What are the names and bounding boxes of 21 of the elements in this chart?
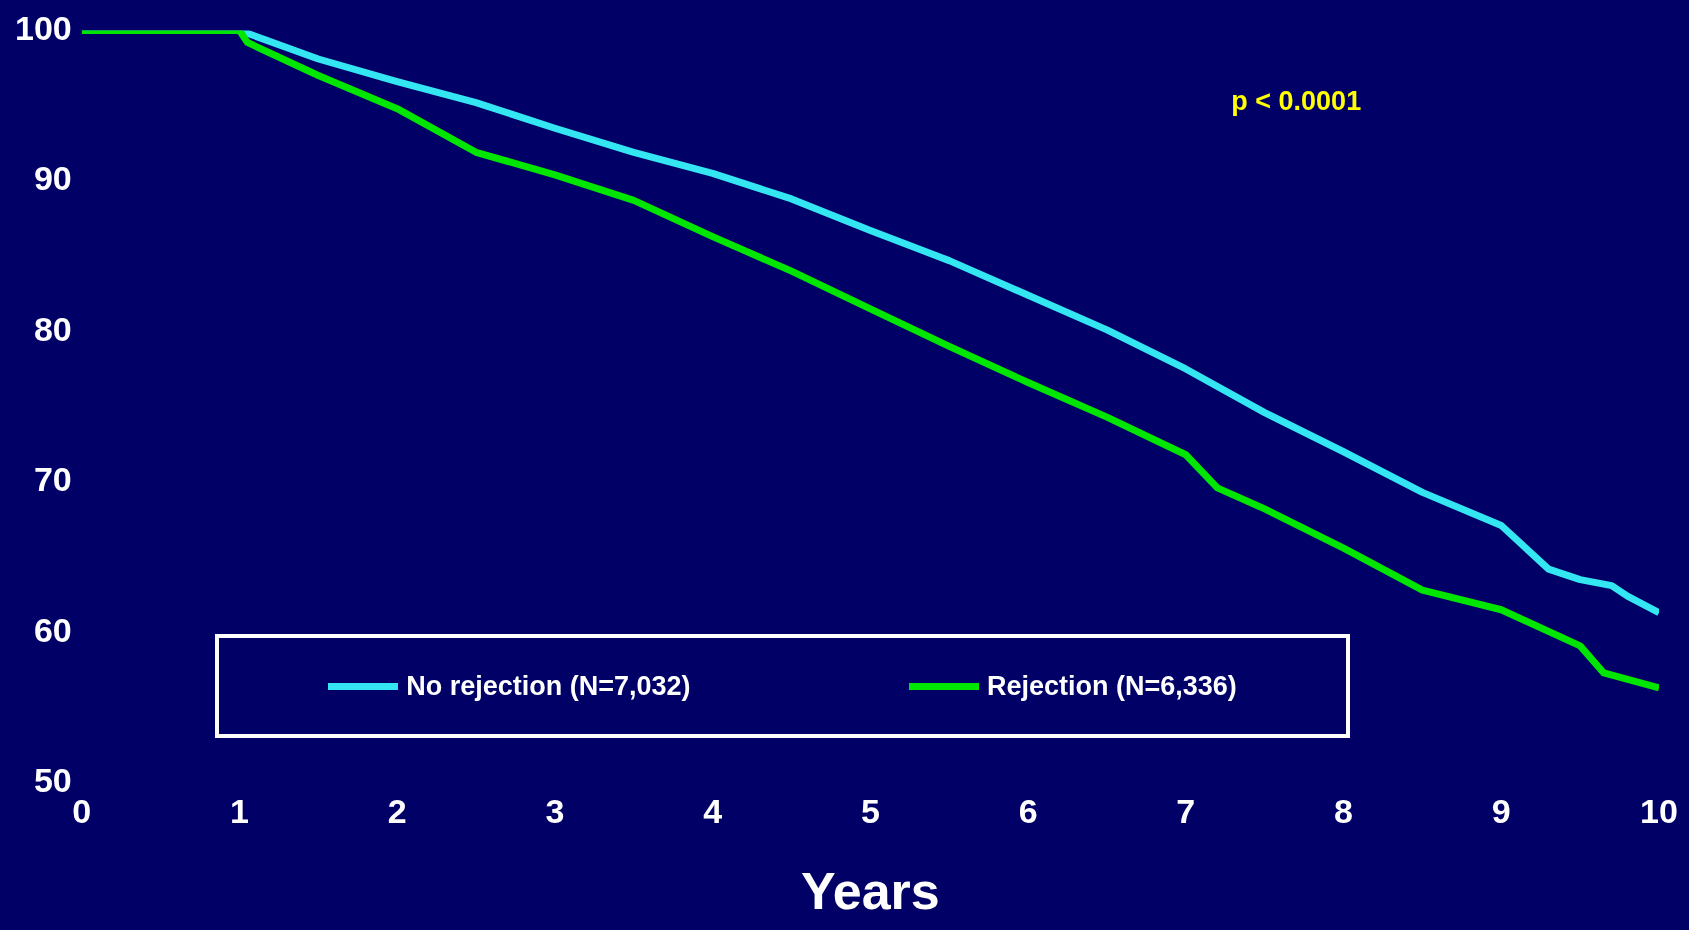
- x-tick-label: 0: [72, 791, 92, 830]
- x-tick-label: 10: [1640, 791, 1678, 830]
- x-tick-label: 1: [229, 791, 249, 830]
- y-tick-label: 90: [33, 159, 72, 198]
- annotation: p < 0.0001: [1231, 86, 1362, 117]
- x-tick-label: 4: [703, 791, 723, 830]
- legend-label: No rejection (N=7,032): [406, 670, 691, 702]
- x-tick-label: 9: [1491, 791, 1511, 830]
- x-tick-label: 8: [1334, 791, 1354, 830]
- y-tick-label: 60: [33, 610, 72, 649]
- x-tick-label: 3: [545, 791, 565, 830]
- y-tick-label: 50: [33, 761, 72, 800]
- y-tick-label: 70: [33, 460, 72, 499]
- y-tick-label: 80: [33, 309, 72, 348]
- x-tick-label: 7: [1176, 791, 1196, 830]
- x-tick-label: 5: [860, 791, 880, 830]
- x-axis-title: Years: [800, 862, 940, 921]
- x-tick-label: 6: [1018, 791, 1038, 830]
- legend-label: Rejection (N=6,336): [986, 670, 1237, 702]
- y-tick-label: 100: [14, 8, 72, 47]
- x-tick-label: 2: [387, 791, 407, 830]
